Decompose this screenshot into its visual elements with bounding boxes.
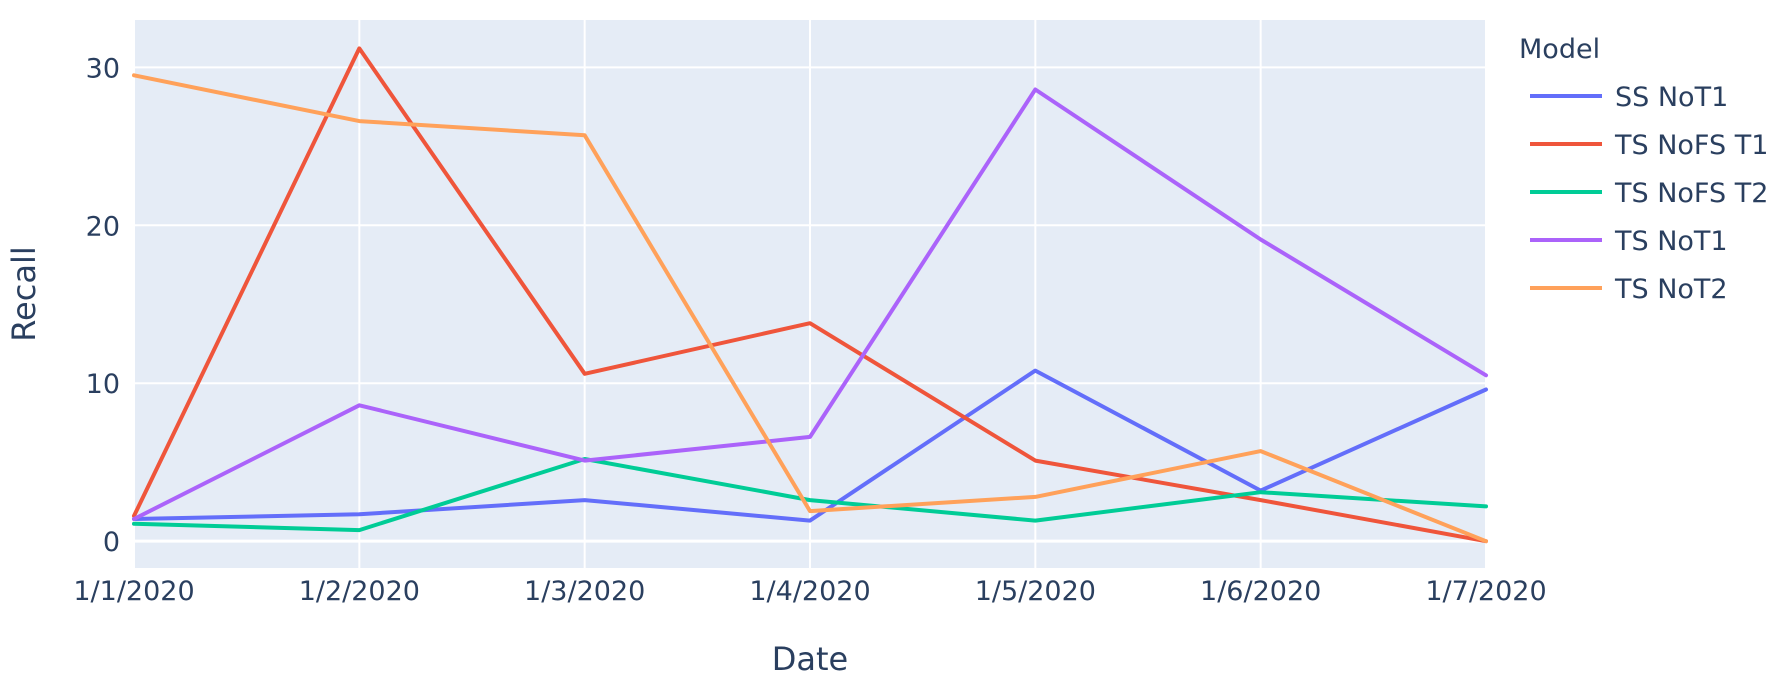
y-tick-label: 10 bbox=[86, 369, 120, 400]
legend-label: TS NoFS T2 bbox=[1614, 178, 1768, 209]
y-tick-labels: 0 10 20 30 bbox=[86, 53, 120, 558]
legend-label: TS NoT1 bbox=[1614, 226, 1728, 257]
x-tick-label: 1/1/2020 bbox=[73, 576, 194, 607]
legend: Model SS NoT1 TS NoFS T1 TS NoFS T2 TS NoT1… bbox=[1519, 34, 1768, 305]
y-tick-label: 30 bbox=[86, 53, 120, 84]
gridlines bbox=[133, 20, 1487, 568]
legend-label: TS NoFS T1 bbox=[1614, 130, 1768, 161]
x-tick-label: 1/2/2020 bbox=[299, 576, 420, 607]
x-tick-label: 1/3/2020 bbox=[524, 576, 645, 607]
y-tick-label: 20 bbox=[86, 211, 120, 242]
series-line-ts-not1 bbox=[132, 87, 1488, 521]
x-tick-label: 1/4/2020 bbox=[749, 576, 870, 607]
legend-label: SS NoT1 bbox=[1615, 82, 1728, 113]
x-tick-labels: 1/1/2020 1/2/2020 1/3/2020 1/4/2020 1/5/2020… bbox=[73, 576, 1546, 607]
legend-title: Model bbox=[1519, 34, 1600, 65]
series-lines bbox=[132, 46, 1488, 544]
series-line-ts-nofs-t2 bbox=[132, 457, 1488, 533]
y-tick-label: 0 bbox=[103, 527, 120, 558]
y-axis-title: Recall bbox=[5, 246, 43, 341]
x-tick-label: 1/5/2020 bbox=[975, 576, 1096, 607]
series-line-ts-not2 bbox=[132, 73, 1488, 544]
x-tick-label: 1/6/2020 bbox=[1200, 576, 1321, 607]
legend-label: TS NoT2 bbox=[1614, 274, 1728, 305]
x-axis-title: Date bbox=[772, 640, 848, 678]
x-tick-label: 1/7/2020 bbox=[1425, 576, 1546, 607]
series-line-ts-nofs-t1 bbox=[132, 46, 1488, 544]
